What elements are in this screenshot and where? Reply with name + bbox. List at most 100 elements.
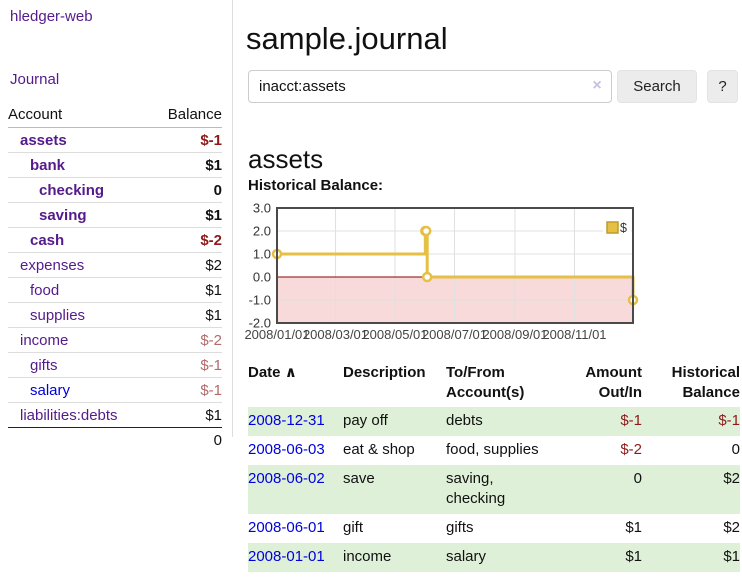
account-link-checking[interactable]: checking <box>39 181 105 199</box>
transaction-accounts: food, supplies <box>446 441 539 458</box>
account-balance: $1 <box>205 306 222 324</box>
transaction-description: eat & shop <box>343 441 415 458</box>
chart-canvas: 3.0 2.0 1.0 0.0 -1.0 -2.02008/01/012008/03/01… <box>244 201 639 342</box>
account-row: saving $1 <box>8 203 222 228</box>
account-row: food $1 <box>8 278 222 303</box>
accounts-total-row: 0 <box>8 428 222 452</box>
transaction-accounts: debts <box>446 412 483 429</box>
account-balance: $1 <box>205 281 222 299</box>
account-link-cash[interactable]: cash <box>30 231 65 249</box>
svg-text:2.0: 2.0 <box>253 224 271 239</box>
date-column-header[interactable]: Date ∧ <box>248 364 297 381</box>
account-link-gifts[interactable]: gifts <box>30 356 58 374</box>
transaction-balance: 0 <box>731 441 740 458</box>
transaction-amount: $-1 <box>620 412 642 429</box>
svg-text:$: $ <box>620 221 627 235</box>
account-link-salary[interactable]: salary <box>30 381 71 399</box>
historical-balance-chart: 3.0 2.0 1.0 0.0 -1.0 -2.0 2008/01/01 2008/03/01… <box>240 201 640 347</box>
sort-ascending-icon: ∧ <box>284 364 297 381</box>
account-link-bank[interactable]: bank <box>30 156 66 174</box>
account-link-assets[interactable]: assets <box>20 131 67 149</box>
help-button[interactable]: ? <box>707 70 738 103</box>
transaction-date-link[interactable]: 2008-06-02 <box>248 470 325 487</box>
account-link-income[interactable]: income <box>20 331 69 349</box>
transaction-accounts: gifts <box>446 519 474 536</box>
account-row: income $-2 <box>8 328 222 353</box>
transaction-row: 2008-12-31 pay off debts $-1 $-1 <box>248 407 740 436</box>
account-link-expenses[interactable]: expenses <box>20 256 85 274</box>
accounts-total-value: 0 <box>213 431 222 449</box>
account-balance: $1 <box>205 156 222 174</box>
transaction-amount: 0 <box>633 470 642 487</box>
account-balance-table: Account Balance assets $-1 bank $1 checking 0… <box>8 101 222 452</box>
description-column-header: Description <box>343 364 426 381</box>
account-balance: $-1 <box>200 131 222 149</box>
account-balance: $1 <box>205 206 222 224</box>
balance-column-header-main: Historical Balance <box>671 364 740 401</box>
account-balance: $2 <box>205 256 222 274</box>
account-table-header: Account Balance <box>8 101 222 128</box>
chart-title: Historical Balance: <box>248 177 384 194</box>
account-row: liabilities:debts $1 <box>8 403 222 428</box>
account-balance: $-1 <box>200 381 222 399</box>
svg-text:3.0: 3.0 <box>253 201 271 216</box>
account-row: cash $-2 <box>8 228 222 253</box>
amount-column-header: Amount Out/In <box>585 364 642 401</box>
transaction-amount: $1 <box>625 519 642 536</box>
transaction-description: pay off <box>343 412 388 429</box>
clear-search-icon[interactable]: × <box>592 77 602 94</box>
account-link-food[interactable]: food <box>30 281 60 299</box>
transaction-balance: $-1 <box>718 412 740 429</box>
transaction-description: gift <box>343 519 364 536</box>
svg-text:2008/01/01: 2008/01/01 <box>244 327 309 342</box>
account-row: expenses $2 <box>8 253 222 278</box>
account-row: gifts $-1 <box>8 353 222 378</box>
transaction-balance: $1 <box>723 548 740 565</box>
register-table: Date ∧ Description To/From Account(s) Am… <box>248 361 740 572</box>
transaction-description: save <box>343 470 375 487</box>
account-link-supplies[interactable]: supplies <box>30 306 86 324</box>
transaction-row: 2008-01-01 income salary $1 $1 <box>248 543 740 572</box>
svg-text:-1.0: -1.0 <box>249 293 271 308</box>
svg-text:2008/11/01: 2008/11/01 <box>542 327 606 342</box>
transaction-date-link[interactable]: 2008-01-01 <box>248 548 325 565</box>
brand-link[interactable]: hledger-web <box>10 8 93 25</box>
svg-text:-2.0: -2.0 <box>249 316 271 331</box>
transaction-row: 2008-06-01 gift gifts $1 $2 <box>248 514 740 543</box>
sidebar-item-journal[interactable]: Journal <box>10 71 60 88</box>
account-link-liabilities-debts[interactable]: liabilities:debts <box>20 406 118 424</box>
account-balance: $-2 <box>200 231 222 249</box>
account-row: bank $1 <box>8 153 222 178</box>
transaction-amount: $1 <box>625 548 642 565</box>
account-balance: $1 <box>205 406 222 424</box>
transaction-accounts: saving, checking <box>446 470 506 507</box>
account-balance: $-2 <box>200 331 222 349</box>
account-link-saving[interactable]: saving <box>39 206 87 224</box>
account-column-header: Account <box>8 105 63 123</box>
transaction-row: 2008-06-02 save saving, checking 0 $2 <box>248 465 740 514</box>
account-row: supplies $1 <box>8 303 222 328</box>
svg-text:0.0: 0.0 <box>253 270 271 285</box>
page-title: sample.journal <box>246 20 448 56</box>
svg-text:2008/07/01: 2008/07/01 <box>422 327 487 342</box>
account-heading: assets <box>248 143 324 174</box>
transaction-date-link[interactable]: 2008-06-01 <box>248 519 325 536</box>
account-row: salary $-1 <box>8 378 222 403</box>
svg-text:1.0: 1.0 <box>253 247 271 262</box>
search-button[interactable]: Search <box>617 70 697 103</box>
account-balance: $-1 <box>200 356 222 374</box>
transaction-description: income <box>343 548 392 565</box>
svg-text:2008/03/01: 2008/03/01 <box>303 327 368 342</box>
account-row: checking 0 <box>8 178 222 203</box>
sidebar: hledger-web Journal Account Balance asse… <box>0 0 233 449</box>
transaction-amount: $-2 <box>620 441 642 458</box>
accounts-column-header: To/From Account(s) <box>446 364 525 401</box>
transaction-date-link[interactable]: 2008-06-03 <box>248 441 325 458</box>
register-header-row: Date ∧ Description To/From Account(s) Am… <box>248 361 740 407</box>
svg-text:2008/09/01: 2008/09/01 <box>482 327 547 342</box>
account-row: assets $-1 <box>8 128 222 153</box>
transaction-date-link[interactable]: 2008-12-31 <box>248 412 325 429</box>
svg-text:2008/05/01: 2008/05/01 <box>362 327 427 342</box>
search-input[interactable] <box>248 70 612 103</box>
transaction-accounts: salary <box>446 548 487 565</box>
